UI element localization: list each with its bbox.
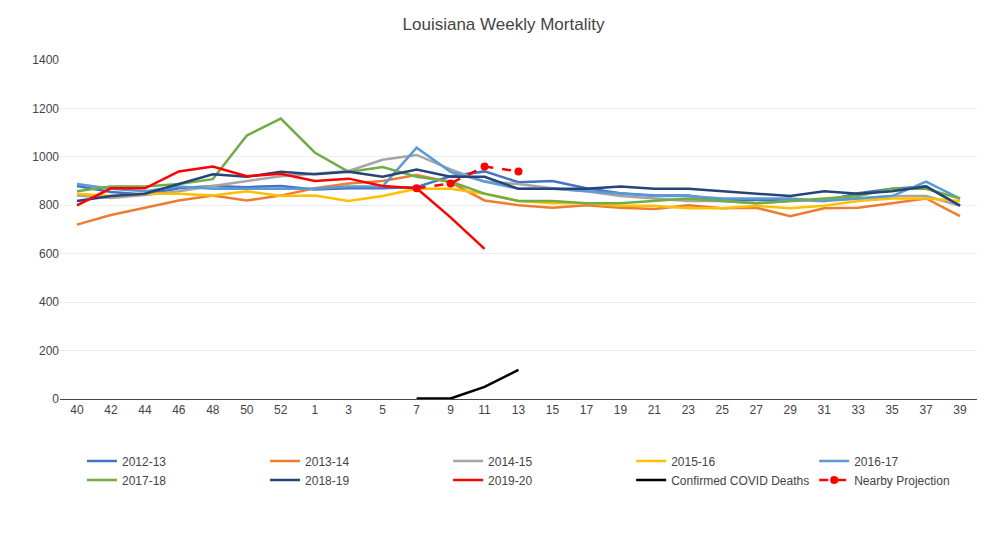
svg-text:19: 19 [614,403,628,417]
svg-text:33: 33 [851,403,865,417]
svg-text:9: 9 [447,403,454,417]
svg-text:0: 0 [52,392,59,406]
svg-text:2012-13: 2012-13 [122,455,166,469]
svg-text:15: 15 [546,403,560,417]
svg-text:600: 600 [39,247,59,261]
svg-text:2014-15: 2014-15 [488,455,532,469]
svg-text:2017-18: 2017-18 [122,474,166,488]
svg-text:27: 27 [750,403,764,417]
svg-text:39: 39 [953,403,967,417]
svg-text:23: 23 [682,403,696,417]
svg-text:50: 50 [240,403,254,417]
svg-text:Nearby Projection: Nearby Projection [854,474,949,488]
svg-text:5: 5 [379,403,386,417]
svg-text:2015-16: 2015-16 [671,455,715,469]
svg-text:11: 11 [478,403,491,417]
svg-text:31: 31 [817,403,831,417]
svg-text:13: 13 [512,403,526,417]
svg-text:48: 48 [206,403,220,417]
svg-text:3: 3 [345,403,352,417]
svg-text:42: 42 [104,403,118,417]
svg-text:1: 1 [311,403,318,417]
svg-text:800: 800 [39,198,59,212]
svg-text:2016-17: 2016-17 [854,455,898,469]
svg-text:29: 29 [784,403,798,417]
svg-text:1200: 1200 [32,102,59,116]
svg-text:2018-19: 2018-19 [305,474,349,488]
svg-text:44: 44 [138,403,152,417]
svg-text:Confirmed COVID Deaths: Confirmed COVID Deaths [671,474,809,488]
svg-text:21: 21 [648,403,662,417]
svg-text:1000: 1000 [32,150,59,164]
svg-text:37: 37 [919,403,933,417]
svg-text:1400: 1400 [32,53,59,67]
svg-text:400: 400 [39,295,59,309]
svg-text:2019-20: 2019-20 [488,474,532,488]
svg-text:2013-14: 2013-14 [305,455,349,469]
svg-text:35: 35 [885,403,899,417]
svg-text:46: 46 [172,403,186,417]
svg-text:40: 40 [70,403,84,417]
svg-text:200: 200 [39,344,59,358]
svg-text:52: 52 [274,403,288,417]
svg-text:17: 17 [580,403,594,417]
svg-text:7: 7 [413,403,420,417]
svg-text:Louisiana Weekly Mortality: Louisiana Weekly Mortality [403,15,605,34]
svg-text:25: 25 [716,403,730,417]
